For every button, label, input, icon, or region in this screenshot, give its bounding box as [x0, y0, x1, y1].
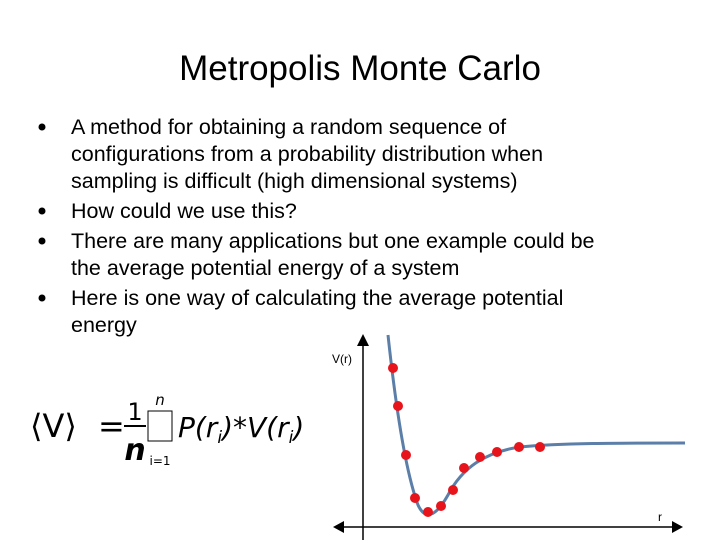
- x-axis-label: r: [658, 510, 662, 524]
- term-part: )*V(r: [220, 411, 290, 444]
- bullet-text: the average potential energy of a system: [71, 256, 459, 280]
- sum-upper: n: [155, 391, 165, 409]
- sample-point: [423, 507, 433, 517]
- bullet-text: A method for obtaining a random sequence…: [71, 115, 506, 139]
- y-axis-label: V(r): [332, 352, 352, 366]
- sample-point: [410, 493, 420, 503]
- bullet-text: There are many applications but one exam…: [71, 229, 595, 253]
- sample-point: [388, 363, 398, 373]
- sample-point: [459, 463, 469, 473]
- formula-lhs: ⟨V⟩: [30, 407, 77, 445]
- formula-equals: =: [98, 407, 125, 445]
- slide-title: Metropolis Monte Carlo: [179, 49, 541, 88]
- formula-numerator: 1: [127, 398, 142, 426]
- sum-lower: i=1: [149, 454, 170, 468]
- sample-points: [388, 363, 545, 517]
- bullet-dot: [38, 237, 46, 245]
- sample-point: [448, 485, 458, 495]
- sample-point: [492, 447, 502, 457]
- formula-denominator: n: [124, 433, 145, 468]
- bullet-list: A method for obtaining a random sequence…: [38, 115, 595, 337]
- bullet-text: configurations from a probability distri…: [71, 142, 543, 166]
- sample-point: [436, 501, 446, 511]
- formula: ⟨V⟩ = 1 n n i=1 P(ri)*V(ri): [30, 391, 304, 468]
- sample-point: [401, 450, 411, 460]
- sum-glyph: [147, 410, 173, 442]
- formula-term: P(ri)*V(ri): [178, 411, 304, 448]
- bullet-text: Here is one way of calculating the avera…: [71, 286, 563, 310]
- term-part: ): [291, 411, 304, 444]
- bullet-text: sampling is difficult (high dimensional …: [71, 169, 518, 193]
- bullet-dot: [38, 207, 46, 215]
- sample-point: [535, 442, 545, 452]
- sample-point: [475, 452, 485, 462]
- bullet-text: How could we use this?: [71, 199, 297, 223]
- bullet-dot: [38, 294, 46, 302]
- bullet-dot: [38, 123, 46, 131]
- bullet-text: energy: [71, 313, 137, 337]
- y-arrow: [357, 334, 369, 346]
- term-part: P(r: [178, 411, 219, 444]
- potential-figure: V(r) r: [332, 334, 686, 540]
- potential-curve: [386, 334, 686, 516]
- term-sub: i: [217, 428, 222, 448]
- sample-point: [393, 401, 403, 411]
- sample-point: [514, 442, 524, 452]
- term-sub: i: [289, 428, 294, 448]
